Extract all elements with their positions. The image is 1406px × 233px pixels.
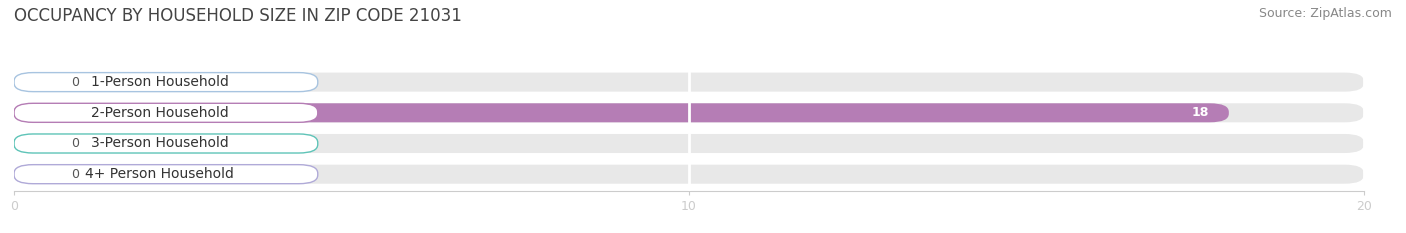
FancyBboxPatch shape <box>14 165 1364 184</box>
Text: Source: ZipAtlas.com: Source: ZipAtlas.com <box>1258 7 1392 20</box>
Text: 1-Person Household: 1-Person Household <box>91 75 229 89</box>
Text: 2-Person Household: 2-Person Household <box>91 106 229 120</box>
Text: 0: 0 <box>72 137 79 150</box>
FancyBboxPatch shape <box>14 103 1364 122</box>
Text: 4+ Person Household: 4+ Person Household <box>86 167 235 181</box>
FancyBboxPatch shape <box>14 103 1229 122</box>
FancyBboxPatch shape <box>14 134 51 153</box>
FancyBboxPatch shape <box>14 134 1364 153</box>
FancyBboxPatch shape <box>14 73 1364 92</box>
FancyBboxPatch shape <box>14 73 318 92</box>
FancyBboxPatch shape <box>14 73 51 92</box>
FancyBboxPatch shape <box>14 134 318 153</box>
FancyBboxPatch shape <box>14 103 318 122</box>
Text: 3-Person Household: 3-Person Household <box>91 137 229 151</box>
Text: OCCUPANCY BY HOUSEHOLD SIZE IN ZIP CODE 21031: OCCUPANCY BY HOUSEHOLD SIZE IN ZIP CODE … <box>14 7 463 25</box>
Text: 18: 18 <box>1191 106 1209 119</box>
Text: 0: 0 <box>72 168 79 181</box>
FancyBboxPatch shape <box>14 165 51 184</box>
Text: 0: 0 <box>72 76 79 89</box>
FancyBboxPatch shape <box>14 165 318 184</box>
